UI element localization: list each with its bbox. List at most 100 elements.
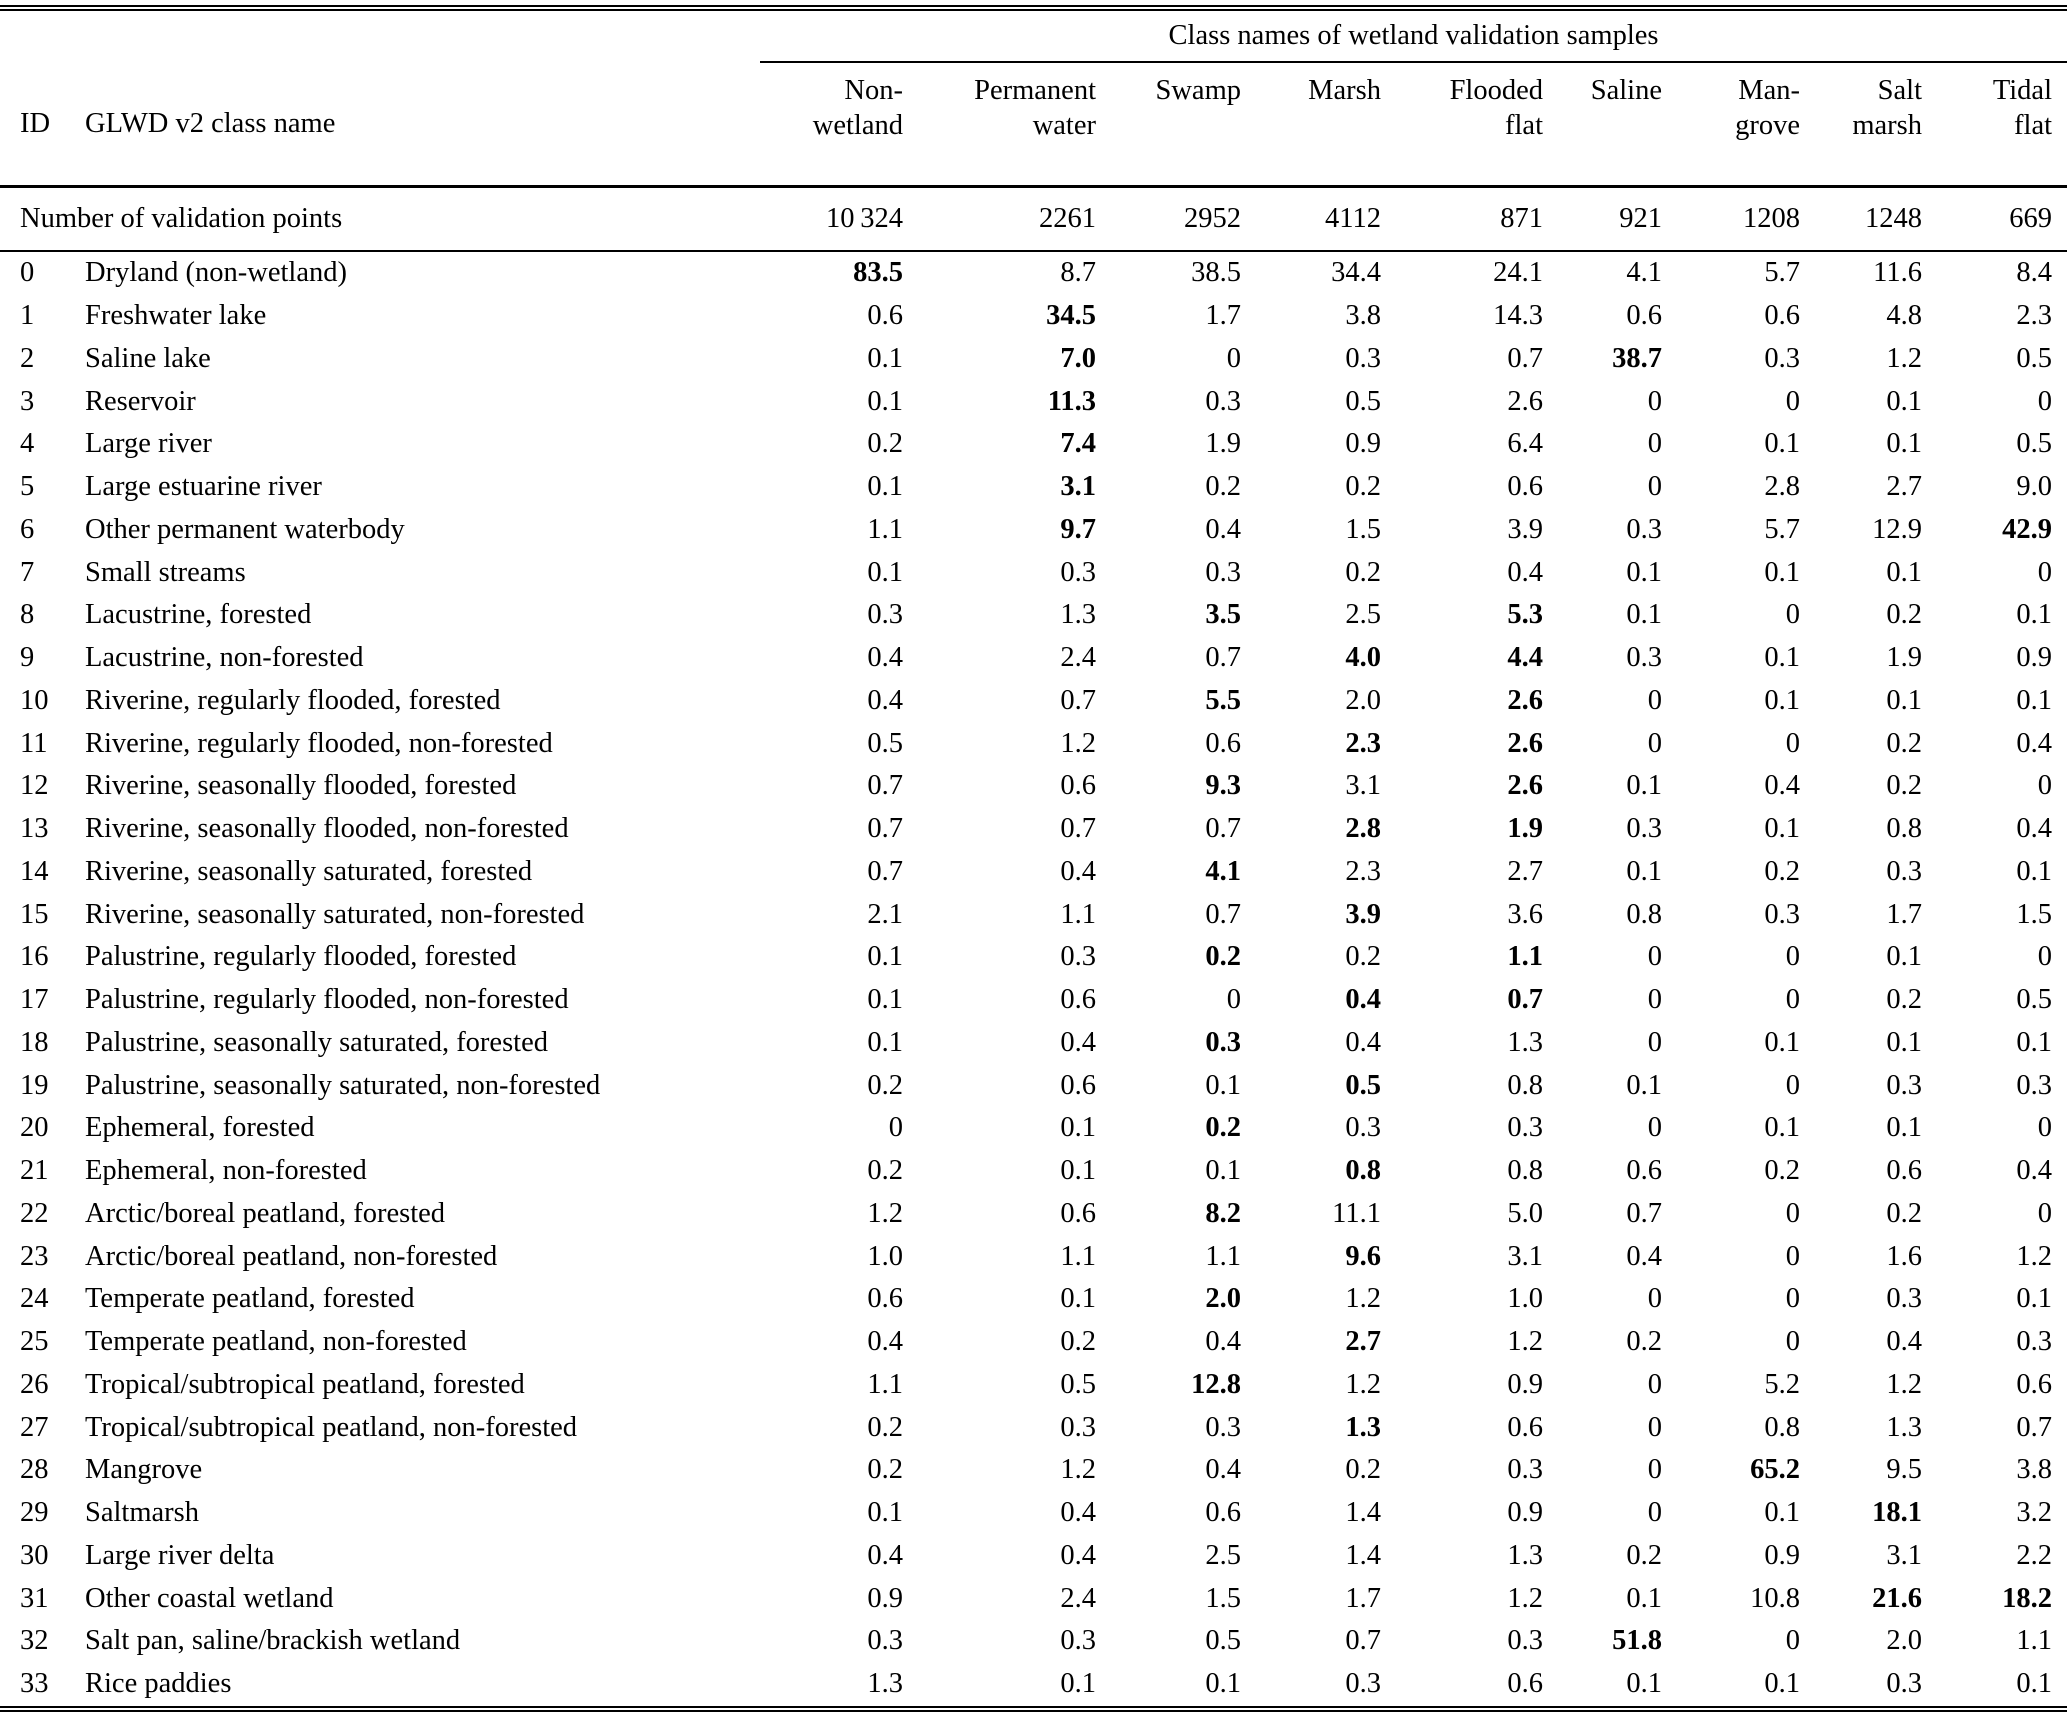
row-value: 0.9 bbox=[2016, 642, 2053, 674]
row-value: 3.9 bbox=[1345, 898, 1381, 930]
col-header-mangrove: Man- grove bbox=[1662, 62, 1800, 188]
row-value: 3.8 bbox=[1345, 300, 1381, 332]
row-value: 0.8 bbox=[1886, 813, 1922, 845]
row-value: 0.5 bbox=[2016, 984, 2053, 1016]
row-value: 0.8 bbox=[1626, 898, 1662, 930]
row-value: 0.1 bbox=[1886, 1026, 1922, 1058]
row-value: 2.8 bbox=[1345, 813, 1381, 845]
row-value: 0 bbox=[1647, 428, 1662, 460]
row-id: 16 bbox=[20, 941, 49, 973]
row-value: 0.1 bbox=[867, 385, 903, 417]
row-value: 0 bbox=[1647, 727, 1662, 759]
row-value: 1.2 bbox=[1507, 1326, 1543, 1358]
row-value: 1.2 bbox=[867, 1197, 903, 1229]
row-id: 4 bbox=[20, 428, 35, 460]
row-value: 0.3 bbox=[1205, 1411, 1241, 1443]
row-value: 0.3 bbox=[1205, 556, 1241, 588]
row-value: 2.0 bbox=[1886, 1625, 1922, 1657]
row-value: 0.1 bbox=[1205, 1069, 1241, 1101]
row-value: 0.4 bbox=[867, 1539, 903, 1571]
row-value: 0.4 bbox=[1345, 1026, 1381, 1058]
row-id: 21 bbox=[20, 1155, 49, 1187]
row-value: 0.1 bbox=[867, 342, 903, 374]
row-id: 29 bbox=[20, 1497, 49, 1529]
row-class-name: Small streams bbox=[85, 556, 246, 588]
row-value: 0.6 bbox=[1205, 727, 1241, 759]
row-value: 0.3 bbox=[1886, 1283, 1922, 1315]
validation-points-label: Number of validation points bbox=[0, 186, 760, 252]
row-id: 24 bbox=[20, 1283, 49, 1315]
row-value: 0.3 bbox=[1886, 1069, 1922, 1101]
row-value: 1.9 bbox=[1205, 428, 1241, 460]
row-value: 0.6 bbox=[1507, 1668, 1543, 1700]
table-row: 18 Palustrine, seasonally saturated, fore… bbox=[0, 1022, 2067, 1065]
row-value: 0.7 bbox=[1345, 1625, 1381, 1657]
row-value: 0.3 bbox=[1060, 1625, 1096, 1657]
table-row: 14 Riverine, seasonally saturated, forest… bbox=[0, 851, 2067, 894]
row-class-name: Dryland (non-wetland) bbox=[85, 257, 347, 289]
row-value: 0 bbox=[1647, 1283, 1662, 1315]
row-id: 25 bbox=[20, 1326, 49, 1358]
row-class-name: Riverine, seasonally saturated, forested bbox=[85, 855, 533, 887]
row-class-name: Ephemeral, non-forested bbox=[85, 1155, 367, 1187]
row-class-name: Arctic/boreal peatland, non-forested bbox=[85, 1240, 498, 1272]
row-id: 30 bbox=[20, 1539, 49, 1571]
row-class-name: Temperate peatland, non-forested bbox=[85, 1326, 467, 1358]
row-class-name: Large river delta bbox=[85, 1539, 275, 1571]
row-value: 5.3 bbox=[1507, 599, 1543, 631]
row-value: 0.4 bbox=[1060, 855, 1096, 887]
row-class-name: Palustrine, regularly flooded, non-fores… bbox=[85, 984, 569, 1016]
table-row: 8 Lacustrine, forested 0.3 1.3 3.5 2.5 5.3 0.1 0… bbox=[0, 594, 2067, 637]
row-value: 0.4 bbox=[1626, 1240, 1662, 1272]
row-value: 0.1 bbox=[1886, 684, 1922, 716]
row-value: 0.1 bbox=[1764, 1112, 1800, 1144]
row-value: 1.4 bbox=[1345, 1497, 1381, 1529]
row-value: 2.4 bbox=[1060, 1582, 1096, 1614]
row-value: 0.1 bbox=[2016, 599, 2053, 631]
row-value: 0.9 bbox=[1507, 1497, 1543, 1529]
table-row: 7 Small streams 0.1 0.3 0.3 0.2 0.4 0.1 0.1 0.1 0 bbox=[0, 551, 2067, 594]
span-title: Class names of wetland validation sample… bbox=[760, 11, 2067, 63]
row-value: 0 bbox=[2037, 385, 2053, 417]
row-id: 17 bbox=[20, 984, 49, 1016]
row-value: 0.4 bbox=[867, 1326, 903, 1358]
row-value: 0.1 bbox=[867, 1026, 903, 1058]
row-class-name: Ephemeral, forested bbox=[85, 1112, 315, 1144]
header-line: Saline bbox=[1590, 75, 1662, 106]
table-row: 0 Dryland (non-wetland) 83.5 8.7 38.5 34.4 24.… bbox=[0, 251, 2067, 295]
col-header-tidal-flat: Tidal flat bbox=[1922, 62, 2067, 188]
row-value: 0.1 bbox=[2016, 1283, 2053, 1315]
row-value: 0.4 bbox=[1060, 1026, 1096, 1058]
row-value: 8.7 bbox=[1060, 257, 1096, 289]
validation-points-value: 2952 bbox=[1096, 186, 1241, 252]
col-header-marsh: Marsh bbox=[1241, 62, 1381, 188]
row-value: 0 bbox=[1647, 385, 1662, 417]
row-value: 0 bbox=[1647, 684, 1662, 716]
row-value: 0.6 bbox=[867, 300, 903, 332]
row-value: 0.5 bbox=[1205, 1625, 1241, 1657]
row-value: 0.1 bbox=[1764, 1026, 1800, 1058]
row-value: 1.1 bbox=[867, 1368, 903, 1400]
row-value: 0.7 bbox=[867, 855, 903, 887]
row-value: 38.5 bbox=[1191, 257, 1241, 289]
row-value: 0.3 bbox=[1345, 1668, 1381, 1700]
row-value: 0.1 bbox=[2016, 855, 2053, 887]
table-row: 31 Other coastal wetland 0.9 2.4 1.5 1.7 1.2 0.… bbox=[0, 1577, 2067, 1620]
confusion-table-container: Class names of wetland validation sample… bbox=[0, 5, 2067, 1712]
row-value: 9.3 bbox=[1205, 770, 1241, 802]
row-value: 0 bbox=[1785, 1240, 1800, 1272]
row-value: 0.5 bbox=[2016, 428, 2053, 460]
row-value: 0.6 bbox=[1626, 1155, 1662, 1187]
row-value: 0 bbox=[2037, 941, 2053, 973]
row-value: 0.3 bbox=[1886, 855, 1922, 887]
row-value: 1.5 bbox=[2016, 898, 2053, 930]
header-line: wetland bbox=[812, 110, 903, 141]
row-value: 1.1 bbox=[1060, 1240, 1096, 1272]
row-value: 0 bbox=[1785, 599, 1800, 631]
row-class-name: Temperate peatland, forested bbox=[85, 1283, 415, 1315]
row-value: 1.1 bbox=[2016, 1625, 2053, 1657]
row-value: 0.4 bbox=[2016, 727, 2053, 759]
row-value: 0.3 bbox=[1507, 1625, 1543, 1657]
row-value: 12.8 bbox=[1191, 1368, 1241, 1400]
row-value: 0.1 bbox=[1626, 599, 1662, 631]
